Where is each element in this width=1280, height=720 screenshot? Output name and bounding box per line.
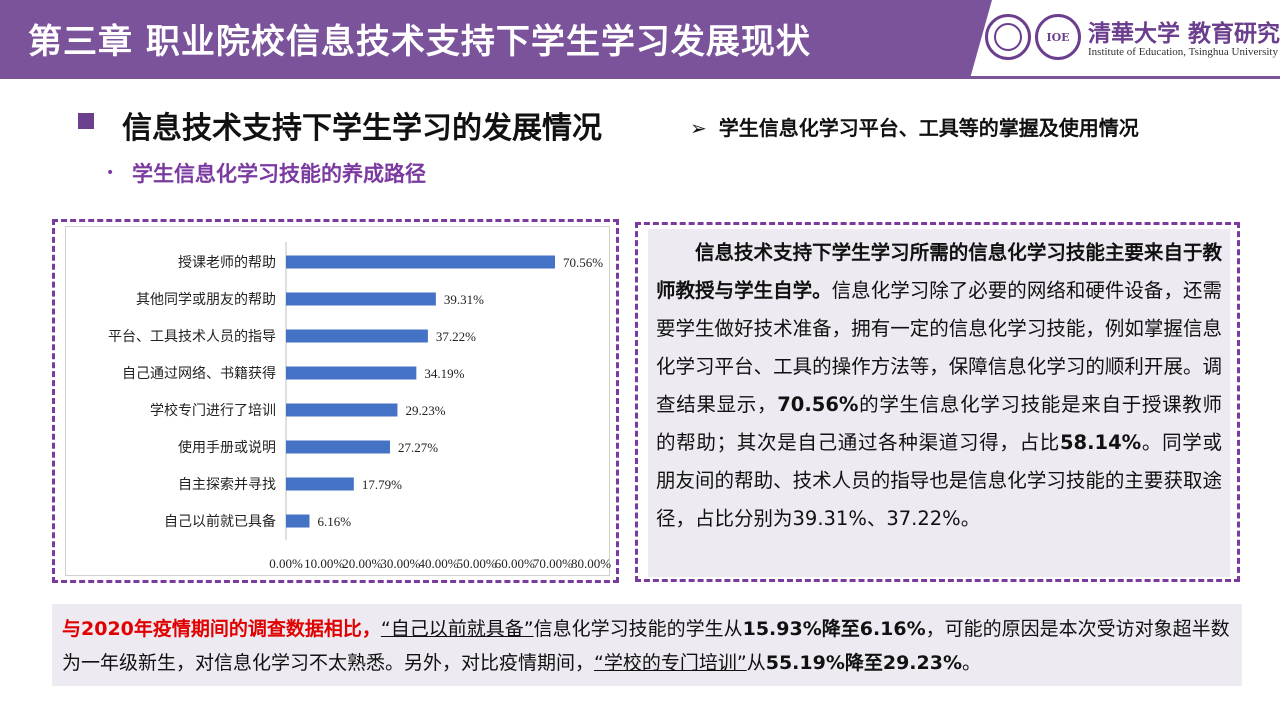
arrow-bullet-icon: ➢ [690, 116, 707, 140]
sub-bullet: 学生信息化学习技能的养成路径 [132, 162, 426, 186]
value-label: 39.31% [444, 292, 484, 307]
section-title: 信息技术支持下学生学习的发展情况 [122, 111, 602, 146]
brand-name-en: Institute of Education, Tsinghua Univers… [1088, 46, 1278, 58]
bar [286, 329, 428, 343]
bar [286, 440, 390, 454]
bar-chart: 授课老师的帮助 70.56% 其他同学或朋友的帮助 39.31% 平台、工具技术人员的指… [108, 242, 611, 571]
quote-school-training: “学校的专门培训” [594, 652, 747, 674]
chart-panel: 授课老师的帮助 70.56% 其他同学或朋友的帮助 39.31% 平台、工具技术人员的指… [52, 219, 619, 583]
value-label: 34.19% [424, 366, 464, 381]
value-label: 37.22% [436, 329, 476, 344]
category-label: 平台、工具技术人员的指导 [108, 329, 276, 345]
ioe-logo: IOE [1035, 14, 1081, 60]
drop-value-2: 55.19%降至29.23% [765, 652, 962, 674]
dot-bullet-icon: • [106, 165, 115, 181]
header-band [0, 0, 992, 78]
bar [286, 477, 354, 491]
x-tick-label: 10.00% [304, 556, 344, 571]
value-58-14: 58.14% [1059, 431, 1142, 454]
header: 第三章 职业院校信息技术支持下学生学习发展现状 IOE 清華大学 教育研究院 I… [0, 0, 1280, 79]
value-label: 6.16% [317, 514, 351, 529]
value-label: 29.23% [405, 403, 445, 418]
category-label: 自己通过网络、书籍获得 [122, 365, 276, 382]
bar [286, 255, 556, 269]
text-panel-body: 信息技术支持下学生学习所需的信息化学习技能主要来自于教师教授与学生自学。信息化学… [656, 234, 1222, 538]
value-70-56: 70.56% [777, 393, 859, 416]
x-tick-label: 50.00% [457, 556, 497, 571]
square-bullet-icon [78, 113, 94, 129]
x-tick-label: 20.00% [342, 556, 382, 571]
x-tick-label: 0.00% [269, 556, 303, 571]
quote-self-prepared: “自己以前就具备” [380, 618, 534, 640]
value-label: 70.56% [563, 255, 603, 270]
x-tick-label: 80.00% [571, 556, 611, 571]
tsinghua-seal-icon [985, 14, 1031, 60]
bar [286, 292, 436, 306]
category-label: 其他同学或朋友的帮助 [136, 292, 276, 308]
category-label: 授课老师的帮助 [178, 255, 276, 271]
drop-value-1: 15.93%降至6.16% [742, 618, 926, 640]
comparison-text: 与2020年疫情期间的调查数据相比，“自己以前就具备”信息化学习技能的学生从15… [62, 612, 1242, 680]
comparison-note: 与2020年疫情期间的调查数据相比，“自己以前就具备”信息化学习技能的学生从15… [52, 604, 1242, 686]
text-panel: 信息技术支持下学生学习所需的信息化学习技能主要来自于教师教授与学生自学。信息化学… [635, 222, 1240, 582]
comparison-part-2: ，可能的原因是本次受访对象超半数为一年级新生，对信息化学习不太熟悉。另外，对比疫… [62, 618, 1230, 674]
x-tick-label: 70.00% [533, 556, 573, 571]
brand-name-cn: 清華大学 教育研究院 [1088, 20, 1280, 47]
category-label: 自己以前就已具备 [164, 513, 276, 530]
paragraph-part-1: 信息化学习除了必要的网络和硬件设备，还需要学生做好技术准备，拥有一定的信息化学习… [656, 279, 1222, 416]
bar [286, 514, 310, 528]
category-label: 学校专门进行了培训 [150, 402, 276, 419]
paragraph-part-2: 的学生信息化学习技能是来自于授课教师的帮助；其次是自己通过各种渠道习得，占比 [656, 393, 1222, 454]
comparison-part-4: 。 [962, 652, 982, 674]
value-label: 17.79% [362, 477, 402, 492]
paragraph-part-3: 。同学或朋友间的帮助、技术人员的指导也是信息化学习技能的主要获取途径，占比分别为… [656, 431, 1222, 530]
value-label: 27.27% [398, 440, 438, 455]
header-divider [0, 76, 1280, 79]
x-tick-label: 40.00% [418, 556, 458, 571]
comparison-part-1: 信息化学习技能的学生从 [533, 618, 743, 640]
comparison-lead: 与2020年疫情期间的调查数据相比， [62, 618, 381, 640]
category-label: 使用手册或说明 [178, 439, 276, 456]
comparison-part-3: 从 [746, 652, 766, 674]
category-label: 自主探索并寻找 [178, 476, 276, 493]
page-title: 第三章 职业院校信息技术支持下学生学习发展现状 [28, 22, 811, 62]
bar [286, 403, 398, 417]
bar [286, 366, 417, 380]
x-tick-label: 30.00% [380, 556, 420, 571]
right-subtitle: ➢ 学生信息化学习平台、工具等的掌握及使用情况 [690, 116, 1139, 140]
chart-frame: 授课老师的帮助 70.56% 其他同学或朋友的帮助 39.31% 平台、工具技术人员的指… [65, 226, 611, 576]
x-tick-label: 60.00% [495, 556, 535, 571]
text-panel-bg [648, 229, 1230, 577]
lead-sentence: 信息技术支持下学生学习所需的信息化学习技能主要来自于教师教授与学生自学。 [656, 241, 1222, 302]
